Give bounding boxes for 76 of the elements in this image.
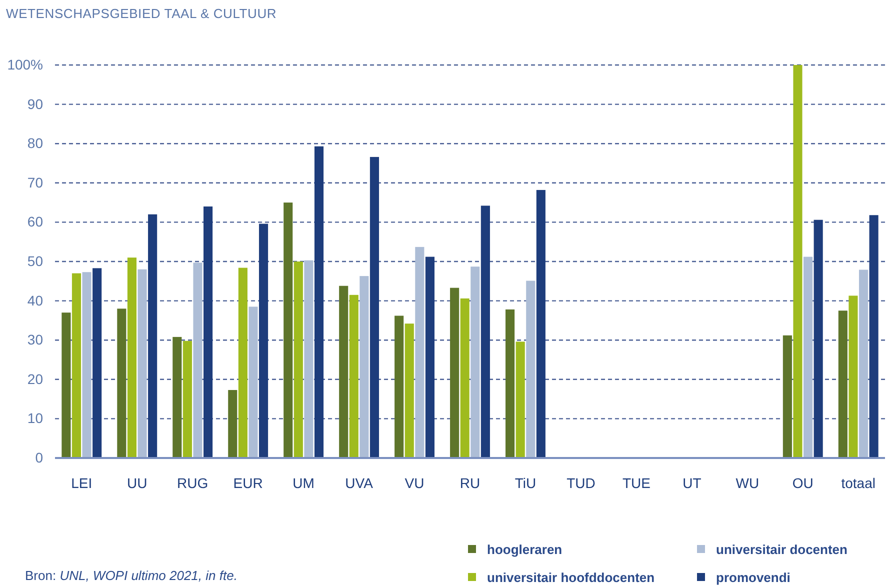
bar	[858, 270, 868, 458]
bar	[238, 268, 248, 458]
bar	[370, 156, 380, 458]
x-tick-label: EUR	[233, 474, 263, 491]
bar	[304, 260, 314, 458]
bar	[82, 272, 92, 458]
bar	[526, 280, 536, 458]
x-tick-label: RUG	[177, 474, 208, 491]
bar	[838, 310, 848, 458]
x-tick-label: RU	[460, 474, 480, 491]
legend-label: universitair hoofddocenten	[487, 570, 655, 585]
bar	[72, 273, 82, 458]
bar	[258, 224, 268, 458]
bar	[339, 286, 348, 458]
y-tick-label: 30	[27, 332, 44, 348]
bar	[193, 262, 202, 458]
bar	[127, 258, 136, 458]
bar	[516, 342, 525, 458]
x-tick-label: TUE	[622, 474, 650, 491]
bar	[172, 336, 182, 458]
bar	[349, 294, 358, 458]
x-tick-label: UT	[682, 474, 702, 491]
legend-label: universitair docenten	[716, 542, 848, 557]
y-tick-label: 70	[27, 174, 44, 190]
bar	[793, 65, 802, 458]
x-tick-label: TiU	[514, 474, 536, 491]
bar	[506, 309, 515, 458]
bar	[117, 308, 126, 458]
bar	[450, 288, 460, 458]
bar	[814, 220, 823, 458]
bar	[148, 214, 158, 458]
bar	[804, 256, 813, 458]
x-tick-label: LEI	[71, 474, 92, 491]
bar	[470, 266, 480, 458]
bar	[480, 206, 490, 458]
chart-title: WETENSCHAPSGEBIED TAAL & CULTUUR	[6, 6, 277, 21]
bar	[314, 146, 324, 458]
bar	[404, 324, 414, 458]
x-tick-label: WU	[736, 474, 760, 491]
bar	[536, 190, 546, 458]
bar	[869, 215, 878, 458]
y-tick-label: 80	[27, 135, 44, 152]
bar	[284, 202, 293, 458]
bar	[460, 298, 470, 458]
bar	[138, 269, 147, 458]
bar	[182, 340, 192, 458]
bar	[415, 246, 424, 458]
bar	[782, 335, 792, 458]
bar	[360, 276, 369, 458]
y-tick-label: 60	[27, 214, 44, 230]
bar	[848, 296, 858, 458]
legend-label: hoogleraren	[487, 542, 562, 557]
bar	[92, 268, 102, 458]
text: Bron: UNL, WOPI ultimo 2021, in fte.	[25, 568, 238, 583]
x-tick-label: OU	[792, 474, 814, 491]
x-tick-label: TUD	[566, 474, 596, 491]
x-tick-label: UU	[126, 474, 148, 491]
x-tick-label: VU	[404, 474, 424, 491]
x-tick-label: UVA	[345, 474, 374, 491]
y-tick-label: 100%	[7, 56, 43, 72]
y-tick-label: 90	[27, 96, 44, 112]
y-tick-label: 0	[35, 449, 44, 466]
y-tick-label: 50	[27, 252, 44, 269]
bar	[228, 390, 238, 458]
bar	[425, 256, 434, 458]
x-tick-label: UM	[292, 474, 314, 491]
bar	[294, 262, 303, 458]
x-tick-label: totaal	[841, 474, 876, 491]
bar	[248, 306, 258, 458]
bar	[204, 206, 213, 458]
bar	[394, 316, 404, 458]
y-tick-label: 40	[27, 292, 44, 308]
bar	[62, 312, 71, 458]
legend-label: promovendi	[716, 570, 790, 585]
y-tick-label: 20	[27, 370, 44, 387]
y-tick-label: 10	[27, 410, 44, 426]
